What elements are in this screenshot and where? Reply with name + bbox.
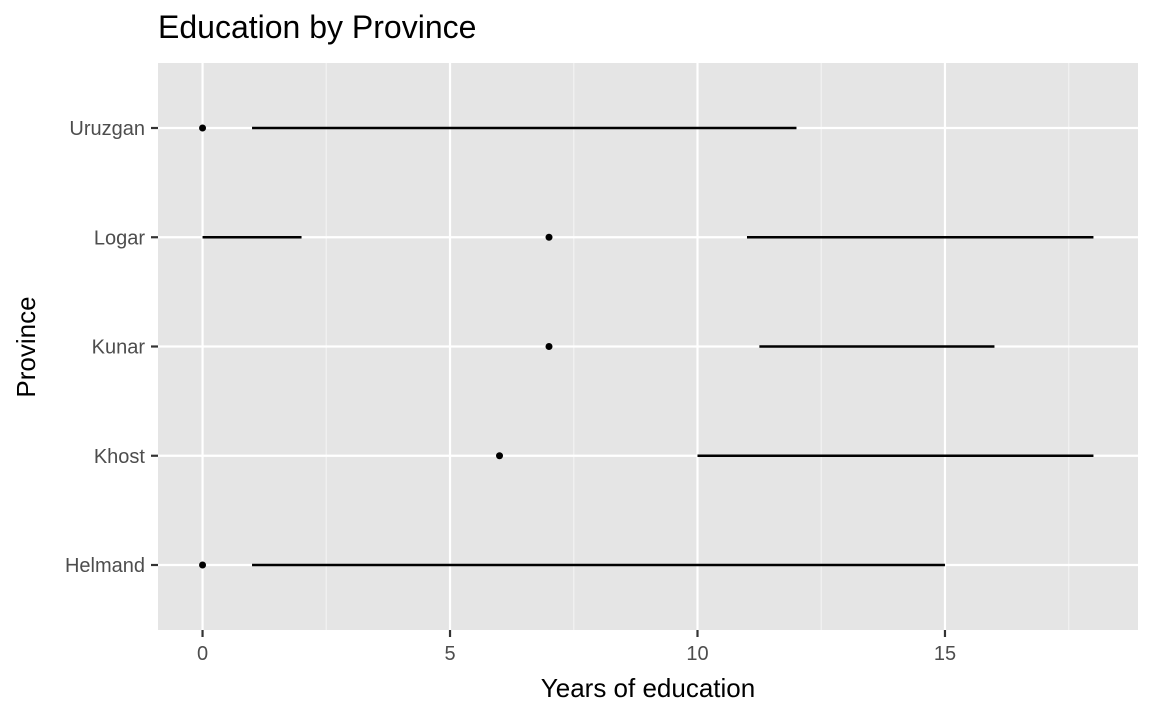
chart-title: Education by Province: [158, 9, 476, 45]
data-points: [199, 124, 553, 569]
y-tick-label: Helmand: [65, 555, 145, 577]
x-tick-label: 15: [934, 643, 956, 665]
range-segments: [202, 126, 1094, 567]
data-point-logar: [545, 233, 553, 241]
data-point-kunar: [545, 343, 553, 350]
y-tick-label: Khost: [94, 446, 146, 468]
data-point-helmand: [199, 561, 207, 569]
y-axis-title: Province: [11, 296, 41, 397]
data-point-uruzgan: [199, 124, 207, 132]
y-axis: Helmand Khost Kunar Logar Uruzgan: [65, 118, 158, 577]
y-tick-label: Kunar: [92, 337, 146, 359]
y-tick-label: Uruzgan: [69, 118, 145, 140]
data-point-khost: [496, 452, 504, 460]
x-axis: 0 5 10 15: [197, 630, 956, 665]
x-tick-label: 5: [444, 643, 455, 665]
x-axis-title: Years of education: [541, 673, 755, 703]
y-tick-label: Logar: [94, 227, 145, 249]
x-tick-label: 10: [686, 643, 708, 665]
x-tick-label: 0: [197, 643, 208, 665]
